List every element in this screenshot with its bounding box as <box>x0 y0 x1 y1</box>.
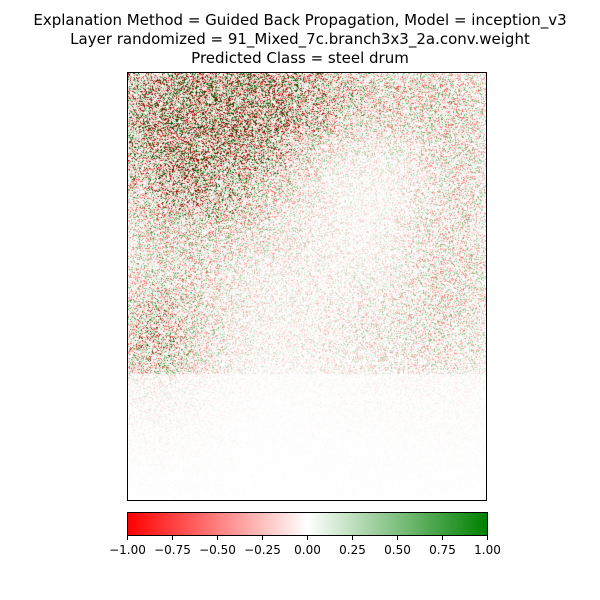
colorbar-tick-label: 0.75 <box>429 543 456 557</box>
attribution-heatmap <box>128 73 486 500</box>
colorbar-tick-label: −0.75 <box>154 543 191 557</box>
colorbar <box>127 512 488 536</box>
colorbar-tick-label: 0.50 <box>384 543 411 557</box>
chart-title-line-1: Explanation Method = Guided Back Propaga… <box>33 11 567 29</box>
colorbar-tick-label: −0.50 <box>199 543 236 557</box>
heatmap-axes <box>127 72 487 501</box>
colorbar-tick-label: 1.00 <box>474 543 501 557</box>
chart-title-line-2: Layer randomized = 91_Mixed_7c.branch3x3… <box>70 30 530 48</box>
chart-title-line-3: Predicted Class = steel drum <box>191 49 409 67</box>
colorbar-gradient <box>128 513 487 535</box>
colorbar-tick-label: −1.00 <box>109 543 146 557</box>
colorbar-tick-label: −0.25 <box>244 543 281 557</box>
colorbar-tick-label: 0.25 <box>339 543 366 557</box>
colorbar-tick-label: 0.00 <box>294 543 321 557</box>
